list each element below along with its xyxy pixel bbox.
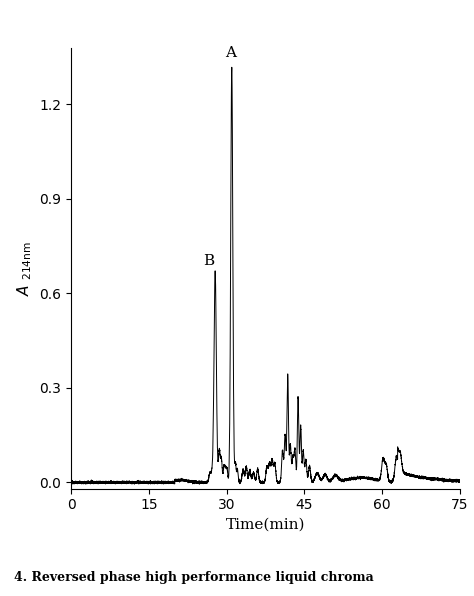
Y-axis label: $A\ _{214\mathrm{nm}}$: $A\ _{214\mathrm{nm}}$ (15, 241, 34, 296)
Text: A: A (225, 46, 236, 60)
Text: B: B (203, 254, 215, 268)
Text: 4. Reversed phase high performance liquid chroma: 4. Reversed phase high performance liqui… (14, 571, 374, 584)
X-axis label: Time(min): Time(min) (226, 518, 305, 532)
